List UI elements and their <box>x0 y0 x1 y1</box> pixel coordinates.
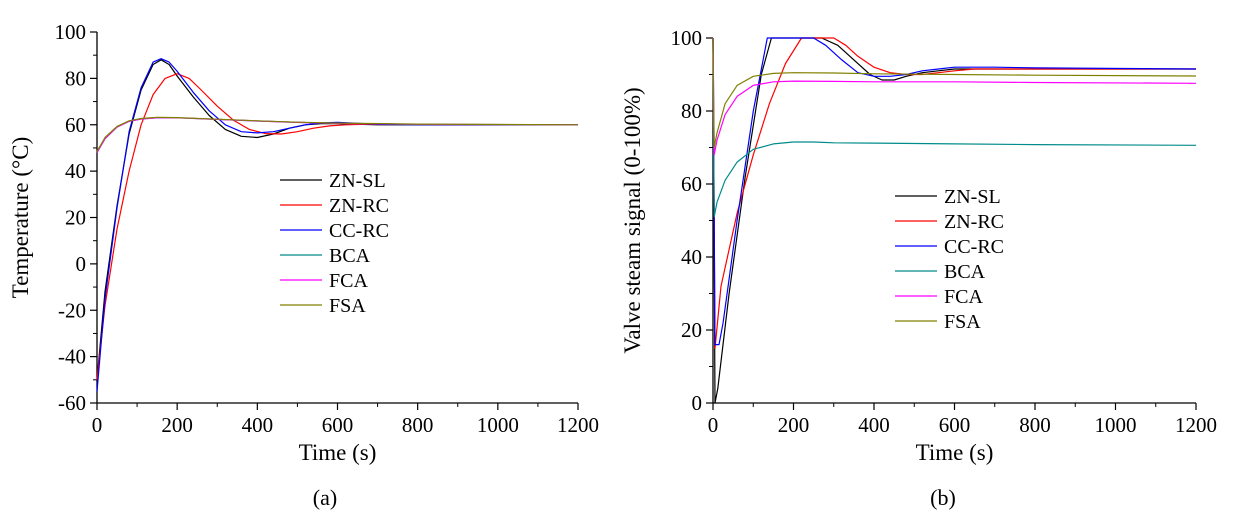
y-tick-label: 60 <box>65 113 86 137</box>
x-tick-label: 1200 <box>1175 413 1217 437</box>
x-tick-label: 800 <box>1019 413 1051 437</box>
x-tick-label: 0 <box>708 413 719 437</box>
legend-label: ZN-SL <box>329 170 386 192</box>
legend-label: FCA <box>329 270 368 292</box>
y-tick-label: 40 <box>681 245 702 269</box>
x-tick-label: 1000 <box>477 413 519 437</box>
legend-label: BCA <box>329 245 371 267</box>
chart-a: 0 200 400 600 800 1000 1200 -60 -40 -20 0 20 40 60 80 1… <box>8 20 599 510</box>
legend-label: FSA <box>944 311 981 333</box>
y-tick-label: 80 <box>65 66 86 90</box>
y-axis-title: Valve steam signal (0-100%) <box>620 87 645 353</box>
legend-label: FSA <box>329 295 366 317</box>
x-tick-label: 200 <box>161 413 193 437</box>
x-tick-label: 400 <box>858 413 890 437</box>
chart-b: 0 200 400 600 800 1000 1200 0 20 40 60 80 100 Time (s… <box>620 26 1217 510</box>
x-tick-label: 200 <box>778 413 810 437</box>
x-tick-label: 600 <box>939 413 971 437</box>
x-tick-label: 1200 <box>557 413 599 437</box>
series-line-fsa <box>712 37 1197 149</box>
y-tick-label: 20 <box>681 318 702 342</box>
legend-label: CC-RC <box>944 236 1004 258</box>
panel-label: (b) <box>930 485 956 510</box>
legend-label: ZN-RC <box>329 195 389 217</box>
y-tick-label: -60 <box>58 391 86 415</box>
x-axis-title: Time (s) <box>299 440 377 465</box>
y-tick-label: 100 <box>671 26 703 50</box>
legend-label: ZN-SL <box>944 186 1001 208</box>
y-axis-title: Temperature (°C) <box>8 137 33 298</box>
series-line-fsa <box>96 116 579 152</box>
legend-label: FCA <box>944 286 983 308</box>
y-tick-label: -20 <box>58 298 86 322</box>
panel-label: (a) <box>313 485 337 510</box>
y-tick-label: 0 <box>76 252 87 276</box>
legend-label: ZN-RC <box>944 211 1004 233</box>
x-tick-label: 800 <box>402 413 434 437</box>
series-line-zn-sl <box>712 37 1196 404</box>
x-tick-label: 1000 <box>1095 413 1137 437</box>
y-tick-label: 80 <box>681 99 702 123</box>
y-tick-label: 40 <box>65 159 86 183</box>
series-line-cc-rc <box>712 37 1197 346</box>
y-tick-label: 60 <box>681 172 702 196</box>
series-line-bca <box>712 37 1197 218</box>
legend-label: BCA <box>944 261 986 283</box>
y-tick-label: -40 <box>58 345 86 369</box>
series-line-fca <box>712 37 1197 156</box>
x-tick-label: 600 <box>322 413 354 437</box>
y-tick-label: 0 <box>692 391 703 415</box>
x-tick-label: 400 <box>242 413 274 437</box>
y-tick-label: 100 <box>55 20 87 44</box>
legend-label: CC-RC <box>329 220 389 242</box>
x-axis-title: Time (s) <box>916 440 994 465</box>
series-line-zn-rc <box>712 37 1196 349</box>
x-tick-label: 0 <box>92 413 103 437</box>
y-tick-label: 20 <box>65 206 86 230</box>
